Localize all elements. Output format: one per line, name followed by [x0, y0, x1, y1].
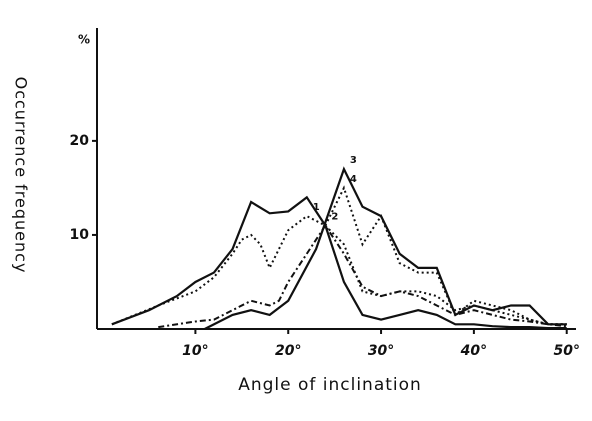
- series-label: 1: [313, 202, 320, 213]
- series-label: 2: [331, 212, 338, 223]
- series-line: [158, 223, 567, 329]
- x-tick-label: 50°: [553, 343, 579, 359]
- x-axis-label: Angle of inclination: [238, 375, 422, 395]
- series-label: 4: [350, 174, 357, 185]
- x-tick-label: 30°: [368, 343, 394, 359]
- series-line: [204, 166, 567, 330]
- x-tick-label: 20°: [275, 343, 301, 359]
- x-tick-label: 10°: [182, 343, 208, 359]
- y-tick-label: 20: [70, 133, 90, 149]
- series-line: [324, 185, 567, 326]
- y-axis-label: Occurrence frequency: [12, 77, 31, 274]
- x-tick-label: 40°: [460, 343, 487, 359]
- y-unit: %: [78, 33, 90, 47]
- series-label: 3: [350, 155, 357, 166]
- y-tick-label: 10: [70, 227, 90, 243]
- series-line: [111, 195, 567, 330]
- series-line: [111, 214, 567, 326]
